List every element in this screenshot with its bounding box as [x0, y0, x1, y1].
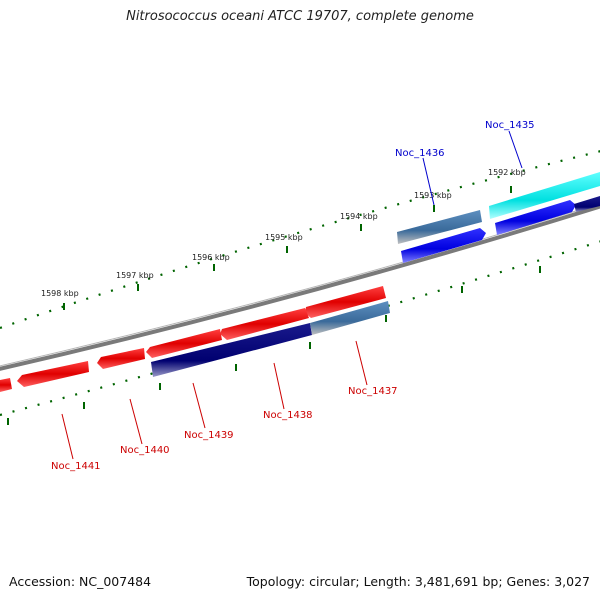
- scale-label: 1597 kbp: [116, 271, 154, 280]
- gene-label[interactable]: Noc_1440: [120, 445, 170, 456]
- gene-label[interactable]: Noc_1441: [51, 461, 101, 472]
- gene-arrow-red[interactable]: [220, 308, 309, 340]
- scale-label: 1594 kbp: [340, 212, 378, 221]
- map-title: Nitrosococcus oceani ATCC 19707, complet…: [126, 9, 474, 24]
- gene-label[interactable]: Noc_1439: [184, 430, 234, 441]
- gene-arrow-steelblue[interactable]: [397, 210, 482, 244]
- gene-arrow-red[interactable]: [97, 348, 145, 369]
- genome-backbone: [0, 204, 600, 371]
- scale-label: 1596 kbp: [192, 253, 230, 262]
- gene-arrow-red[interactable]: [0, 378, 12, 392]
- gene-arrow-red[interactable]: [305, 286, 386, 318]
- gene-arrow-steelblue[interactable]: [310, 301, 390, 335]
- gene-label[interactable]: Noc_1437: [348, 386, 398, 397]
- scale-label: 1598 kbp: [41, 289, 79, 298]
- label-leader: [61, 413, 74, 460]
- gene-label[interactable]: Noc_1438: [263, 410, 313, 421]
- label-leader: [422, 157, 435, 206]
- scale-label: 1592 kbp: [488, 168, 526, 177]
- gene-arrow-navy[interactable]: [574, 196, 600, 212]
- label-leader: [129, 398, 143, 445]
- gene-label[interactable]: Noc_1436: [395, 148, 445, 159]
- scale-label: 1595 kbp: [265, 233, 303, 242]
- accession-label: Accession: NC_007484: [9, 574, 152, 589]
- gene-arrow-cyan[interactable]: [489, 172, 600, 219]
- gene-arrow-red[interactable]: [146, 329, 222, 358]
- gene-arrow-blue[interactable]: [495, 200, 576, 235]
- label-leader: [192, 382, 206, 429]
- label-leader: [355, 340, 368, 386]
- gene-label[interactable]: Noc_1435: [485, 120, 535, 131]
- genome-summary: Topology: circular; Length: 3,481,691 bp…: [246, 574, 590, 589]
- label-leader: [273, 362, 285, 410]
- gene-arrow-blue[interactable]: [401, 228, 486, 263]
- scale-label: 1593 kbp: [414, 191, 452, 200]
- label-leader: [508, 130, 523, 169]
- gene-arrow-navy[interactable]: [151, 323, 312, 377]
- gene-arrow-red[interactable]: [17, 361, 89, 387]
